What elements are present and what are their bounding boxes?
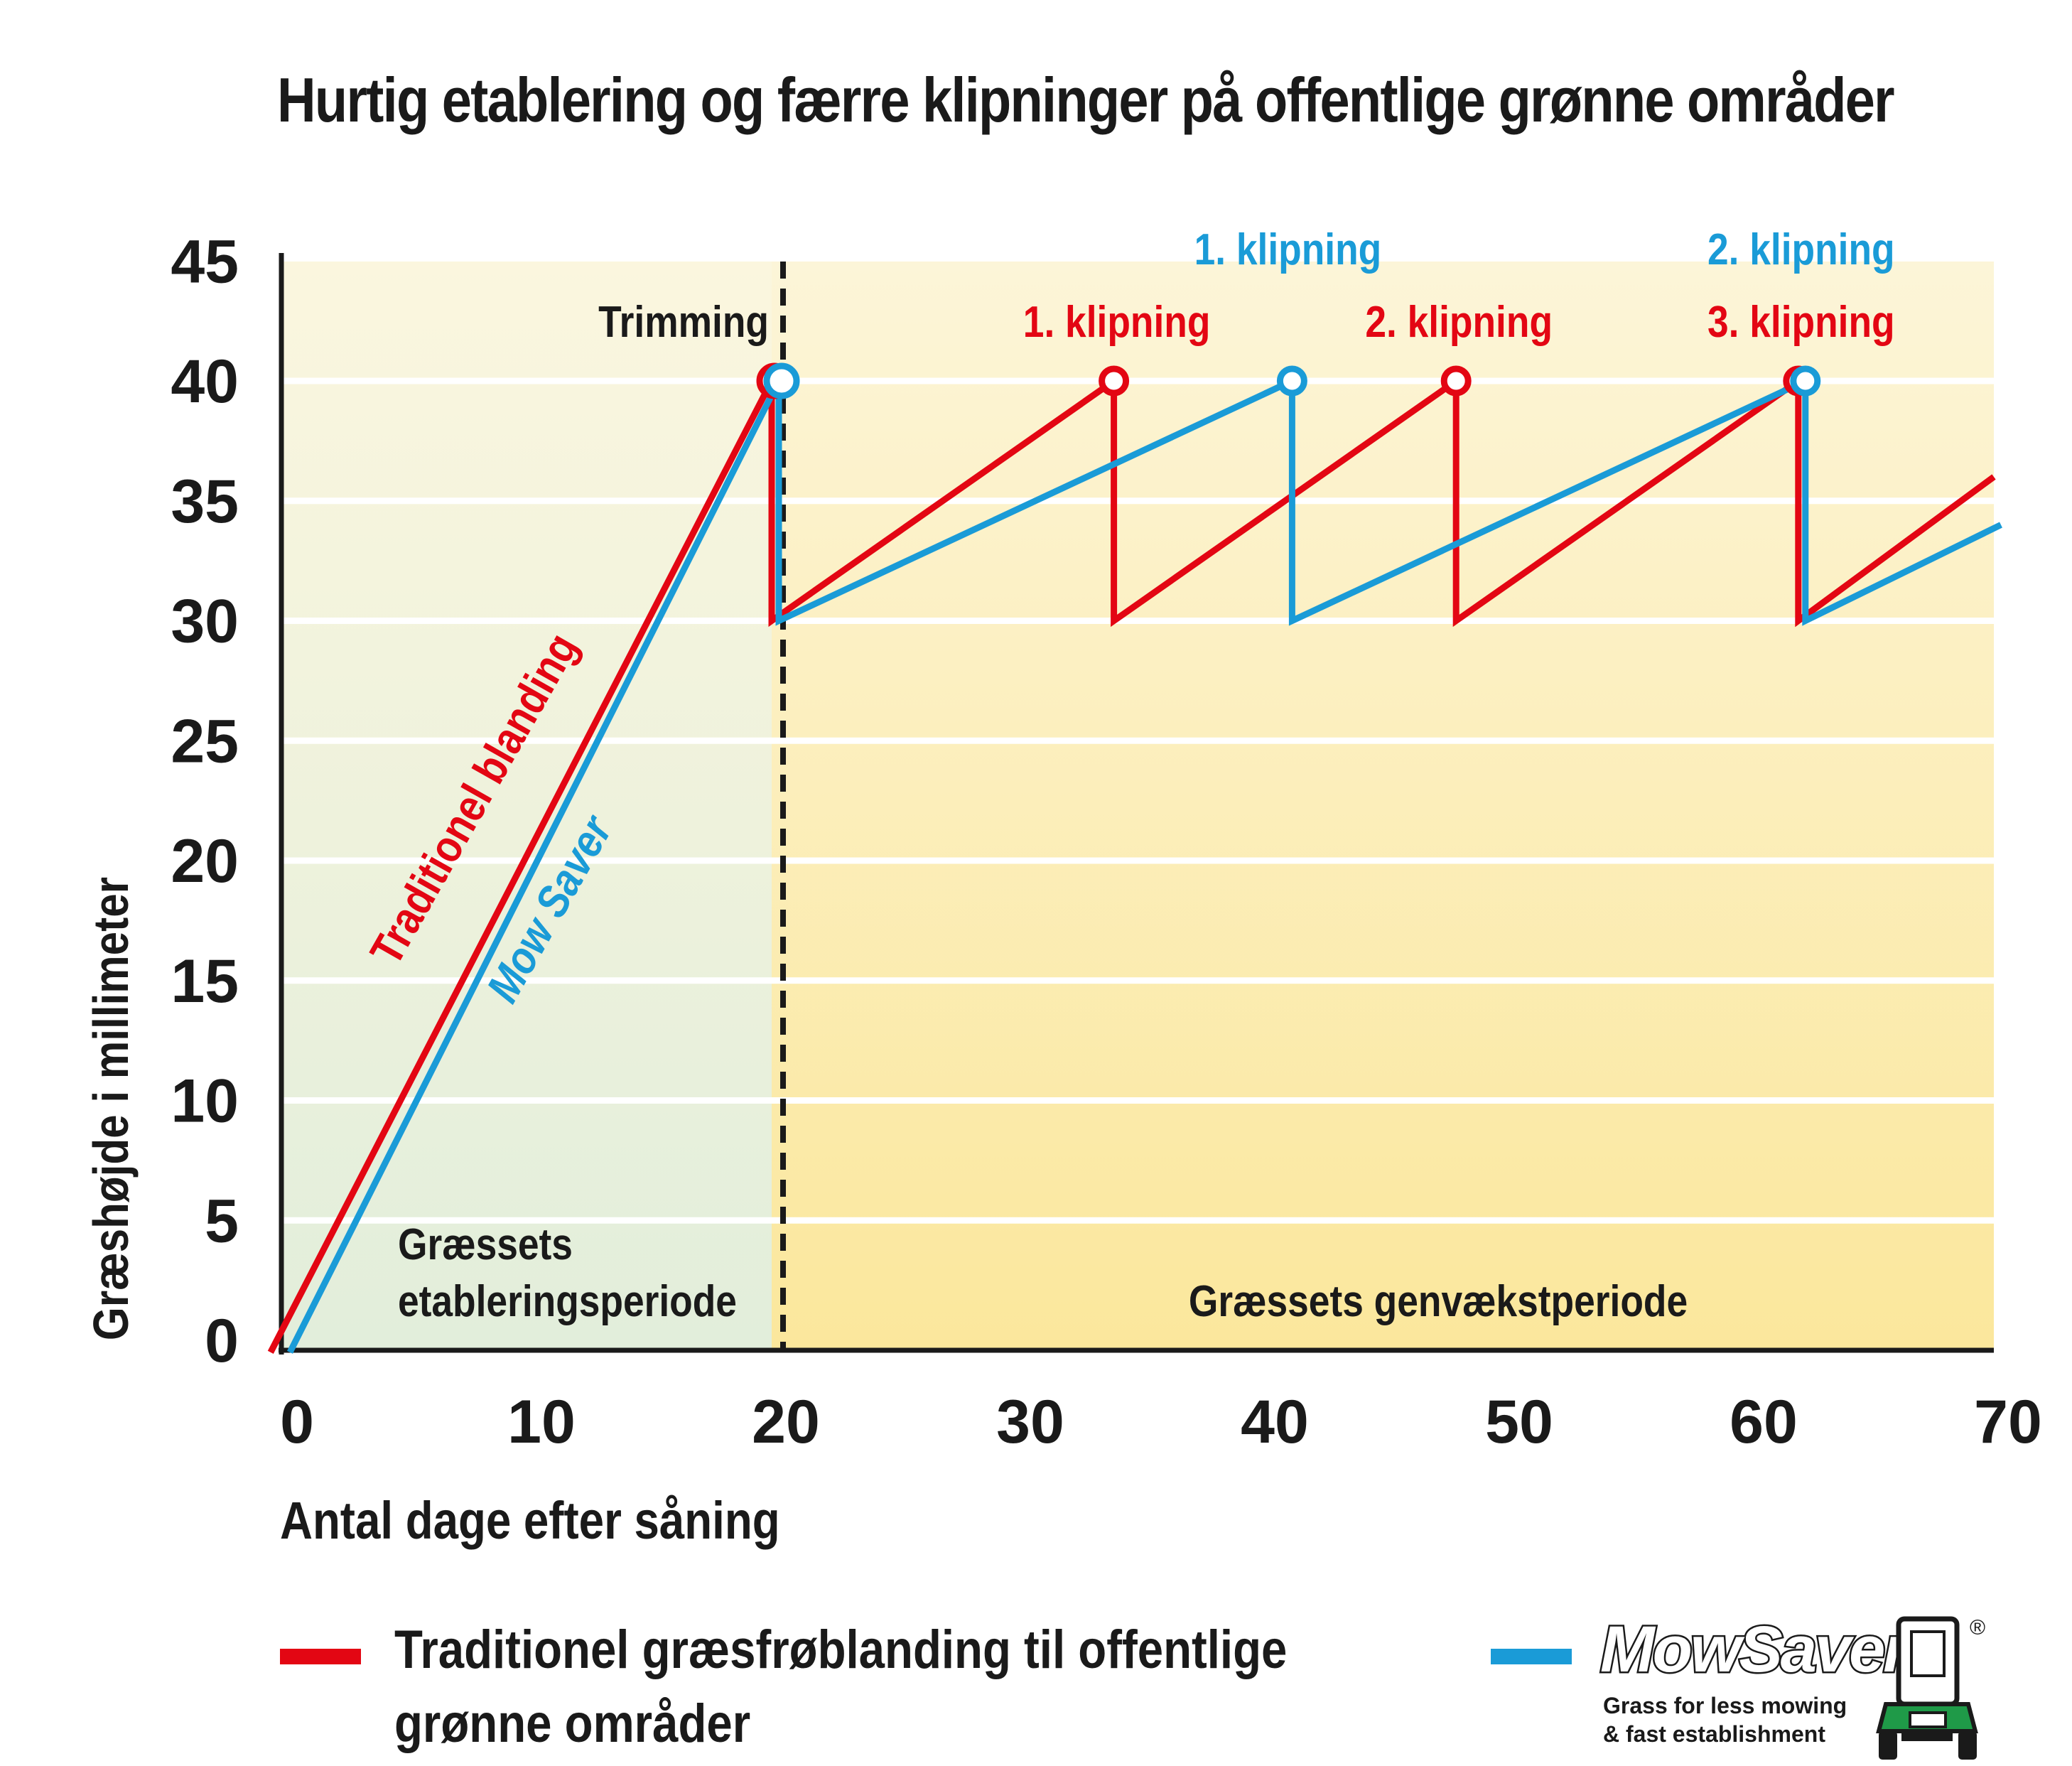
y-tick-label: 10 [171,1067,239,1136]
y-tick-label: 15 [171,947,239,1016]
registered-mark: ® [1970,1616,1985,1640]
plot-background [281,262,1994,1350]
x-tick-labels: 0 10 20 30 40 50 60 70 [280,1388,2042,1456]
x-tick-label: 30 [996,1388,1064,1456]
establishment-period-label-line1: Græssets [398,1220,573,1269]
gridlines [281,377,1994,1224]
series-line-mowsaver [286,375,2002,1354]
logo-tagline-2: & fast establishment [1603,1721,1825,1747]
y-tick-labels: 0 5 10 15 20 25 30 35 40 45 [171,227,239,1375]
x-axis-label: Antal dage efter såning [280,1492,780,1551]
lawnmower-icon [1876,1616,1978,1760]
cut-annotation: 1. klipning [1023,298,1211,347]
y-axis-label: Græshøjde i millimeter [83,877,139,1340]
cut-marker [1099,365,1130,397]
x-tick-label: 50 [1485,1388,1553,1456]
regrowth-period-background [772,262,1994,1350]
series-line-traditional [267,375,1996,1354]
y-tick-label: 35 [171,468,239,536]
cut-markers [756,362,1821,399]
establishment-period-label-line2: etableringsperiode [398,1277,737,1326]
axes [279,253,1994,1355]
legend-red-label-line1: Traditionel græsfrøblanding til offentli… [394,1620,1288,1680]
y-tick-label: 45 [171,227,239,296]
cut-annotation: 2. klipning [1365,298,1553,347]
cut-annotation: 2. klipning [1707,225,1895,274]
cut-annotations: Trimming 1. klipning 2. klipning 3. klipnin… [598,225,1895,347]
cut-marker [1276,365,1307,397]
y-tick-label: 0 [205,1307,239,1375]
axis-labels: Antal dage efter såning Græshøjde i milli… [83,877,780,1550]
x-tick-label: 70 [1974,1388,2042,1456]
logo-tagline-1: Grass for less mowing [1603,1693,1847,1718]
y-tick-label: 25 [171,707,239,775]
mowsaver-logo-graphic: MowSaver ® [1599,1612,1985,1760]
period-labels: Græssets etableringsperiode Græssets genvæ… [398,1220,1688,1326]
x-tick-label: 10 [507,1388,576,1456]
y-tick-label: 20 [171,827,239,895]
logo-brand-text: MowSaver [1600,1613,1911,1686]
mowsaver-logo: MowSaver ® Grass for less mowing & fast … [1599,1606,1997,1762]
cut-marker [763,362,800,399]
cut-annotation: 3. klipning [1707,298,1895,347]
y-tick-label: 5 [205,1187,239,1255]
legend-blue-swatch [1491,1649,1572,1664]
y-tick-label: 30 [171,588,239,656]
chart-title: Hurtig etablering og færre klipninger på… [277,65,1895,135]
x-tick-label: 0 [280,1388,314,1456]
cut-annotation: 1. klipning [1194,225,1382,274]
x-tick-label: 20 [752,1388,820,1456]
cut-annotation: Trimming [598,298,769,347]
cut-marker [1440,365,1472,397]
y-tick-label: 40 [171,348,239,416]
x-tick-label: 60 [1730,1388,1798,1456]
x-tick-label: 40 [1241,1388,1309,1456]
cut-marker [1790,365,1821,397]
legend-red-label: Traditionel græsfrøblanding til offentli… [394,1613,1287,1761]
regrowth-period-label: Græssets genvækstperiode [1189,1277,1688,1326]
legend-red-label-line2: grønne områder [394,1694,751,1754]
series-lines [267,375,2002,1354]
legend-red-swatch [280,1649,361,1664]
